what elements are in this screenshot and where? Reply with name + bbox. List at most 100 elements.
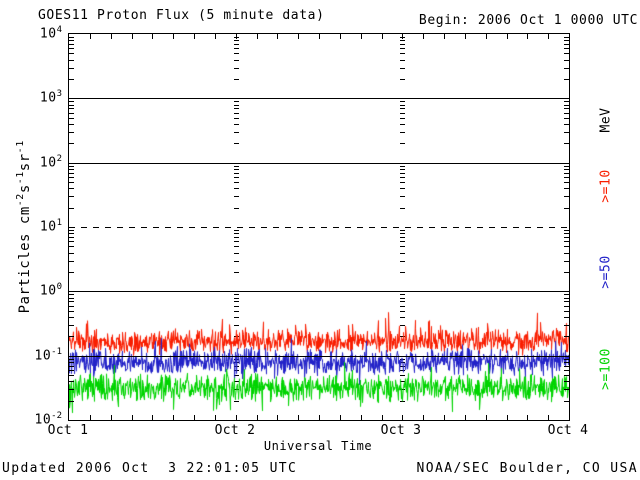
gridline-10e-1 [69,356,569,357]
x-minor-tick-top [194,34,195,39]
y-minor-tick-left [69,177,74,178]
x-minor-tick-bottom [319,415,320,420]
y-minor-tick-right [564,118,569,119]
footer-updated-timestamp: Updated 2006 Oct 3 22:01:05 UTC [2,461,298,476]
y-minor-tick-left [69,124,74,125]
gridline-10e3 [69,98,569,99]
y-axis-title-part: -1 [15,171,27,185]
x-minor-tick-bottom [423,415,424,420]
y-tick-base: 10 [39,219,57,235]
y-tick-label: 10-1 [32,347,63,364]
y-minor-tick-right [564,246,569,247]
y-minor-tick-right [564,261,569,262]
x-minor-tick-top [548,34,549,39]
y-minor-tick-left [69,375,74,376]
y-axis-title-part: -1 [15,140,27,154]
footer-source: NOAA/SEC Boulder, CO USA [416,461,638,476]
x-tick-label: Oct 4 [547,423,589,438]
y-minor-tick-left [69,362,74,363]
y-minor-tick-left [69,301,74,302]
y-minor-tick-right [564,53,569,54]
y-tick-base: 10 [39,283,57,299]
y-axis-title-part: s [16,184,33,194]
y-minor-tick-right [564,237,569,238]
y-minor-tick-right [564,359,569,360]
x-minor-tick-bottom [194,415,195,420]
y-minor-tick-right [564,108,569,109]
y-tick-base: 10 [39,90,57,106]
y-minor-tick-right [564,143,569,144]
x-minor-tick-bottom [361,415,362,420]
y-minor-tick-left [69,241,74,242]
x-minor-tick-bottom [507,415,508,420]
x-minor-tick-bottom [257,415,258,420]
y-minor-tick-left [69,182,74,183]
y-minor-tick-left [69,233,74,234]
y-minor-tick-right [564,48,569,49]
x-minor-tick-top [507,34,508,39]
y-tick-label: 101 [32,218,62,234]
x-minor-tick-top [319,34,320,39]
x-minor-tick-bottom [382,415,383,420]
x-minor-tick-bottom [402,415,403,420]
y-minor-tick-left [69,173,74,174]
y-minor-tick-right [564,79,569,80]
x-minor-tick-bottom [90,415,91,420]
x-minor-tick-bottom [527,415,528,420]
x-minor-tick-top [132,34,133,39]
y-tick-label: 104 [32,25,62,41]
y-minor-tick-right [564,44,569,45]
x-minor-tick-top [382,34,383,39]
x-minor-tick-top [257,34,258,39]
y-minor-tick-right [564,362,569,363]
y-minor-tick-right [564,188,569,189]
y-minor-tick-right [564,230,569,231]
y-minor-tick-left [69,381,74,382]
y-tick-base: 10 [34,412,52,428]
x-minor-tick-bottom [298,415,299,420]
y-minor-tick-left [69,298,74,299]
x-minor-tick-top [111,34,112,39]
x-minor-tick-bottom [132,415,133,420]
y-minor-tick-right [564,366,569,367]
x-minor-tick-top [340,34,341,39]
x-minor-tick-bottom [277,415,278,420]
y-minor-tick-right [564,169,569,170]
x-minor-tick-top [486,34,487,39]
y-minor-tick-right [564,389,569,390]
y-tick-base: 10 [39,26,57,42]
x-minor-tick-top [173,34,174,39]
y-minor-tick-left [69,336,74,337]
y-tick-label: 103 [32,89,62,105]
y-minor-tick-left [69,53,74,54]
y-minor-tick-left [69,118,74,119]
y-minor-tick-right [564,177,569,178]
y-minor-tick-right [564,272,569,273]
y-minor-tick-right [564,105,569,106]
y-minor-tick-left [69,359,74,360]
y-tick-base: 10 [34,348,52,364]
x-minor-tick-top [402,34,403,39]
x-minor-tick-bottom [444,415,445,420]
y-axis-title-part: sr [16,153,33,172]
gridline-10e2 [69,163,569,164]
x-minor-tick-top [527,34,528,39]
y-axis-title-part: -2 [15,193,27,207]
y-tick-exponent: 2 [56,154,62,164]
y-minor-tick-left [69,208,74,209]
y-minor-tick-left [69,253,74,254]
x-minor-tick-top [465,34,466,39]
y-tick-exponent: -2 [51,411,62,421]
y-minor-tick-right [564,40,569,41]
legend-label-MeV: MeV [598,107,614,133]
y-minor-tick-right [564,253,569,254]
x-minor-tick-bottom [111,415,112,420]
y-minor-tick-right [564,60,569,61]
y-minor-tick-right [564,306,569,307]
y-minor-tick-left [69,294,74,295]
y-minor-tick-right [564,124,569,125]
y-minor-tick-right [564,301,569,302]
y-minor-tick-left [69,246,74,247]
y-minor-tick-right [564,37,569,38]
y-tick-base: 10 [39,155,57,171]
